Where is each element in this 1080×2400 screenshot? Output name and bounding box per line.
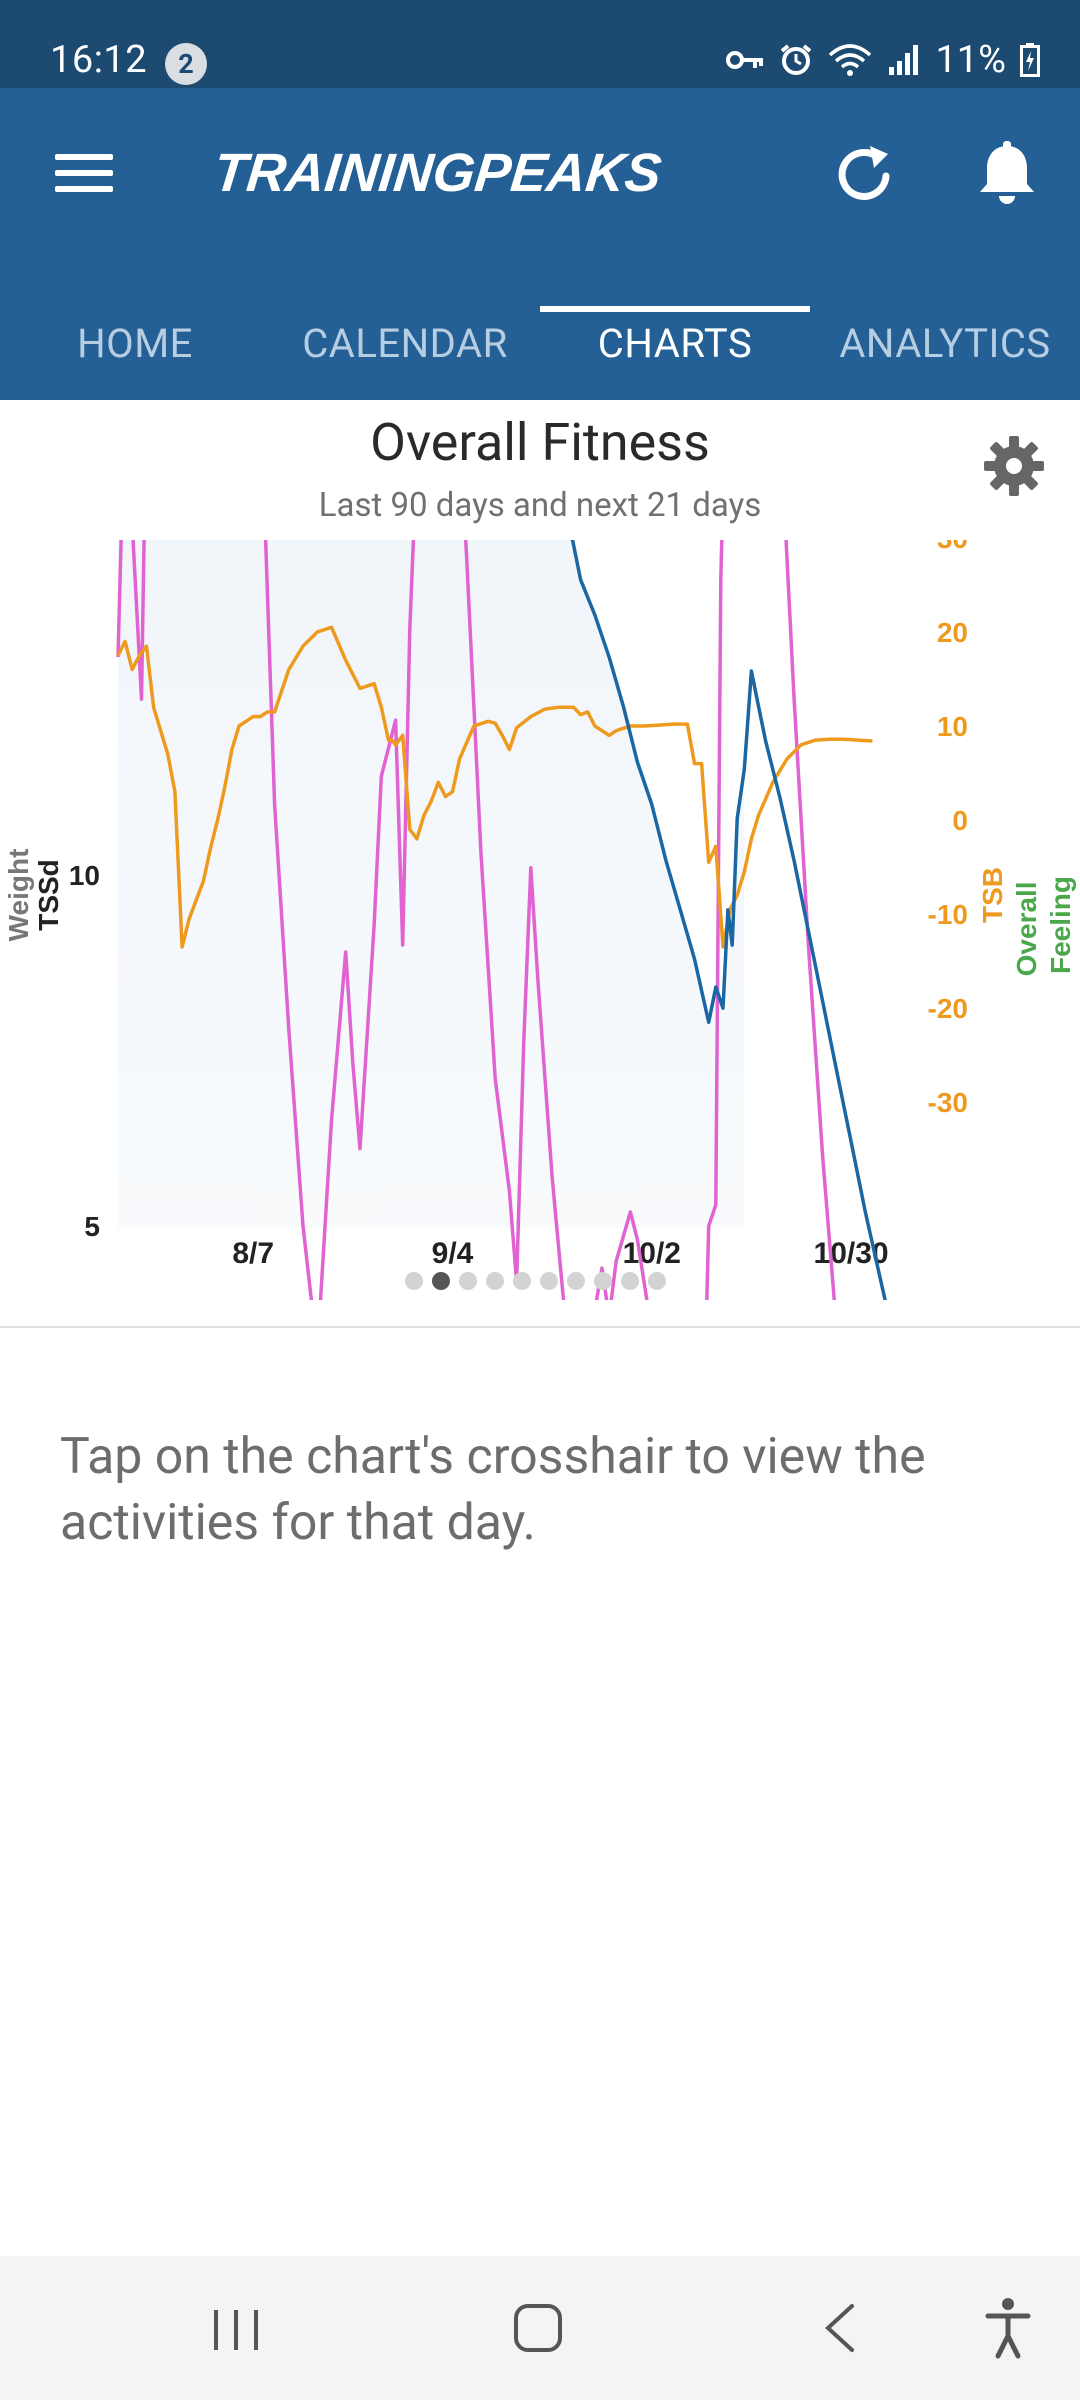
- gear-icon[interactable]: [980, 432, 1048, 500]
- recent-apps-icon[interactable]: [176, 2256, 296, 2400]
- right-tick-label: 10: [937, 711, 968, 742]
- battery-percent: 11%: [935, 38, 1006, 82]
- x-tick-label: 10/2: [623, 1237, 681, 1270]
- accessibility-icon[interactable]: [948, 2256, 1068, 2400]
- page-dot[interactable]: [405, 1272, 423, 1290]
- vpn-key-icon: [726, 51, 764, 69]
- series-line: [116, 540, 837, 1300]
- active-tab-indicator: [540, 306, 810, 312]
- page-dot[interactable]: [594, 1272, 612, 1290]
- left-tick-label: 10: [69, 860, 100, 891]
- series-line: [116, 625, 873, 949]
- left-tick-label: 5: [84, 1211, 100, 1242]
- right-tick-label: -30: [928, 1087, 968, 1118]
- menu-icon-line: [55, 170, 113, 176]
- right-tick-label: -10: [928, 899, 968, 930]
- app-logo: TRAININGPEAKS: [210, 143, 665, 203]
- x-tick-label: 9/4: [432, 1237, 474, 1270]
- page-dot[interactable]: [459, 1272, 477, 1290]
- right-tick-label: -20: [928, 993, 968, 1024]
- chart-hint-text: Tap on the chart's crosshair to view the…: [60, 1428, 926, 1552]
- refresh-icon[interactable]: [830, 140, 900, 210]
- page-dot[interactable]: [513, 1272, 531, 1290]
- bell-icon[interactable]: [970, 138, 1044, 212]
- page-dot-active[interactable]: [432, 1272, 450, 1290]
- chart-subtitle: Last 90 days and next 21 days: [318, 486, 762, 525]
- battery-charging-icon: [1020, 43, 1040, 77]
- left-axis-label-tssd: TSSd: [33, 859, 64, 931]
- section-divider: [0, 1326, 1080, 1328]
- signal-icon: [889, 45, 919, 75]
- status-time: 16:12: [50, 38, 148, 82]
- tab-calendar[interactable]: CALENDAR: [302, 320, 508, 367]
- menu-icon-line: [55, 186, 113, 192]
- tab-home[interactable]: HOME: [77, 320, 193, 367]
- x-tick-label: 8/7: [232, 1237, 274, 1270]
- status-icons: 11%: [725, 38, 1040, 82]
- right-tick-label: 20: [937, 617, 968, 648]
- overall-fitness-chart[interactable]: 51015202530354045 3020100-10-20-30 8/79/…: [0, 540, 1080, 1300]
- back-icon[interactable]: [780, 2256, 900, 2400]
- right-axis-label-overall-feeling: Overall Feeling: [1011, 874, 1076, 977]
- home-icon[interactable]: [478, 2256, 598, 2400]
- tab-analytics[interactable]: ANALYTICS: [839, 320, 1051, 367]
- page-dot[interactable]: [567, 1272, 585, 1290]
- wifi-icon: [829, 44, 872, 76]
- page-dot[interactable]: [540, 1272, 558, 1290]
- menu-button[interactable]: [50, 146, 120, 202]
- tab-bar: HOME CALENDAR CHARTS ANALYTICS: [0, 288, 1080, 400]
- tab-charts[interactable]: CHARTS: [597, 320, 753, 367]
- right-tick-label: 30: [937, 540, 968, 554]
- notification-count-badge: 2: [165, 43, 207, 85]
- page-dot[interactable]: [621, 1272, 639, 1290]
- page-dot[interactable]: [648, 1272, 666, 1290]
- left-axis-label-weight: Weight: [3, 849, 34, 942]
- right-axis-label-tsb: TSB: [977, 867, 1008, 923]
- chart-title: Overall Fitness: [370, 412, 710, 473]
- menu-icon-line: [55, 154, 113, 160]
- right-tick-label: 0: [952, 805, 968, 836]
- system-nav-bar: [0, 2256, 1080, 2400]
- series-line: [570, 540, 887, 1300]
- status-bar: 16:12 2 11%: [0, 0, 1080, 88]
- app-bar: TRAININGPEAKS HOME CALENDAR CHARTS ANALY…: [0, 88, 1080, 400]
- alarm-icon: [781, 44, 812, 75]
- series-fill-area: [118, 540, 745, 1228]
- page-dot[interactable]: [486, 1272, 504, 1290]
